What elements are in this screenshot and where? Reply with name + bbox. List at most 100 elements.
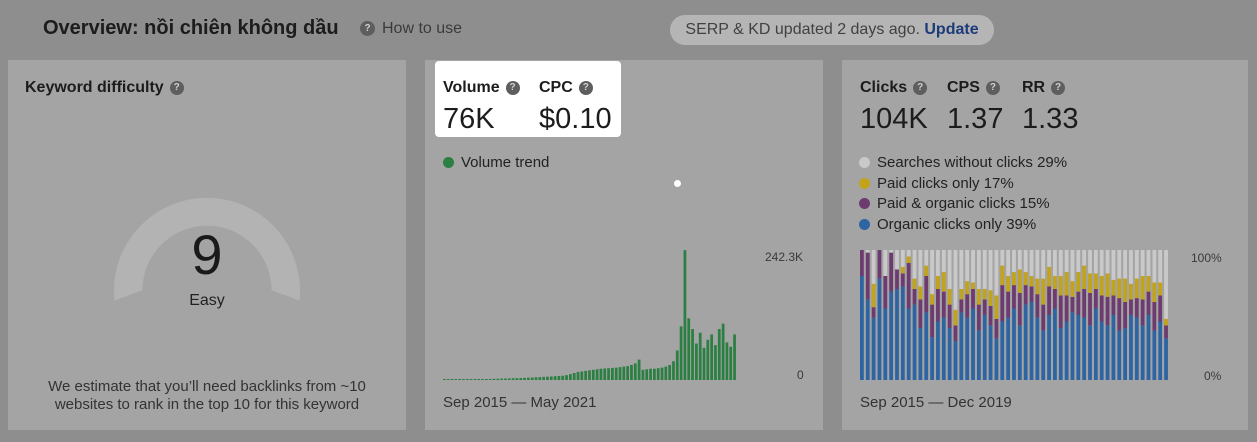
volume-trend-chart [443, 250, 736, 380]
clicks-bar-segment [1023, 272, 1028, 286]
clicks-bar-segment [889, 252, 894, 292]
clicks-bar-segment [860, 276, 864, 380]
clicks-bar-segment [959, 299, 964, 313]
help-icon[interactable]: ? [913, 80, 928, 95]
clicks-bar-segment [1146, 291, 1151, 315]
cursor-dot [674, 180, 681, 187]
volume-bar [695, 343, 698, 380]
legend-item: Paid & organic clicks 15% [859, 195, 1067, 216]
volume-bar [649, 368, 652, 380]
clicks-bar-segment [871, 283, 876, 308]
volume-label: Volume? [443, 79, 520, 97]
clicks-bar-segment [1134, 250, 1139, 279]
clicks-bar-segment [1111, 279, 1116, 296]
clicks-bar-segment [1134, 298, 1139, 318]
help-icon[interactable]: ? [169, 80, 184, 95]
volume-bar [698, 332, 702, 380]
how-to-use-link[interactable]: ? How to use [360, 20, 462, 38]
clicks-bar-segment [1076, 291, 1081, 315]
clicks-bar-segment [936, 289, 940, 322]
green-dot-icon [443, 157, 454, 168]
clicks-bar-segment [1058, 250, 1063, 276]
clicks-bar-segment [1134, 317, 1139, 380]
clicks-bar-segment [1006, 250, 1011, 276]
clicks-bar-segment [1140, 250, 1145, 276]
volume-bar [465, 379, 469, 380]
clicks-bar-segment [1164, 338, 1168, 380]
clicks-bar-segment [1058, 295, 1063, 328]
legend-label: Paid & organic clicks 15% [877, 195, 1050, 212]
clicks-bar-segment [982, 250, 987, 289]
clicks-bar-segment [1070, 312, 1075, 380]
cpc-label-text: CPC [539, 79, 573, 96]
clicks-bar-segment [953, 325, 958, 341]
clicks-bar-segment [1029, 250, 1034, 276]
clicks-bar-segment [1006, 276, 1011, 292]
volume-bar [588, 370, 591, 380]
clicks-bar-segment [1140, 299, 1145, 326]
clicks-bar-segment [924, 312, 929, 380]
clicks-bar-segment [1129, 315, 1133, 380]
clicks-bar-segment [1129, 299, 1133, 315]
clicks-bar-segment [1070, 281, 1075, 297]
help-icon[interactable]: ? [985, 80, 1000, 95]
volume-bar [725, 342, 729, 380]
clicks-bar-segment [883, 276, 888, 309]
legend-item: Organic clicks only 39% [859, 216, 1067, 237]
clicks-bar-segment [1152, 250, 1157, 283]
clicks-bar-segment [947, 289, 952, 305]
clicks-bar-segment [1146, 250, 1151, 276]
volume-bar [675, 350, 679, 380]
clicks-bar-segment [1000, 250, 1005, 266]
clicks-bar-segment [860, 250, 864, 276]
volume-bar [679, 326, 683, 380]
help-icon[interactable]: ? [1051, 80, 1066, 95]
volume-bar [488, 378, 492, 380]
volume-bar [446, 379, 450, 380]
clicks-bar-segment [976, 250, 981, 289]
clicks-bar-segment [871, 307, 876, 318]
volume-bar [618, 367, 622, 380]
keyword-difficulty-label: Keyword difficulty? [25, 79, 184, 97]
clicks-bar-segment [1023, 304, 1028, 380]
clicks-bar-segment [1158, 321, 1163, 380]
update-link[interactable]: Update [924, 21, 979, 38]
clicks-bar-segment [1041, 278, 1046, 305]
legend-dot-icon [859, 177, 870, 189]
help-icon[interactable]: ? [505, 80, 520, 95]
clicks-bar-segment [1129, 283, 1133, 300]
clicks-bar-segment [877, 278, 882, 380]
clicks-bar-segment [1146, 315, 1151, 380]
help-icon[interactable]: ? [578, 80, 593, 95]
clicks-bar-segment [971, 289, 975, 309]
clicks-bar-segment [953, 341, 958, 380]
backlinks-estimate-note: We estimate that you’ll need backlinks f… [48, 378, 366, 413]
clicks-bar-segment [1017, 325, 1022, 380]
clicks-bar-segment [900, 286, 905, 380]
clicks-bar-segment [1041, 330, 1046, 380]
clicks-bar-segment [1152, 282, 1157, 302]
volume-bar [450, 379, 454, 380]
clicks-bar-segment [1076, 272, 1081, 292]
clicks-bar-segment [1070, 250, 1075, 282]
clicks-bar-segment [1035, 278, 1040, 295]
clicks-bar-segment [1152, 330, 1157, 380]
volume-bar [656, 368, 660, 380]
serp-update-text: SERP & KD updated 2 days ago. [685, 21, 920, 38]
clicks-bar-segment [1058, 328, 1063, 380]
clicks-bar-segment [912, 278, 917, 289]
legend-dot-icon [859, 198, 870, 209]
volume-bar [611, 367, 614, 380]
clicks-bar-segment [965, 250, 970, 282]
volume-cpc-highlight [435, 61, 621, 137]
clicks-bar-segment [982, 315, 987, 380]
volume-bar [519, 378, 523, 380]
rr-value: 1.33 [1022, 103, 1079, 135]
clicks-bar-segment [1023, 250, 1028, 273]
volume-bar [641, 369, 645, 380]
volume-bar [511, 378, 515, 380]
volume-bar [591, 369, 595, 380]
clicks-bar-segment [895, 250, 899, 270]
clicks-bar-segment [883, 250, 888, 276]
clicks-bar-segment [1129, 250, 1133, 284]
